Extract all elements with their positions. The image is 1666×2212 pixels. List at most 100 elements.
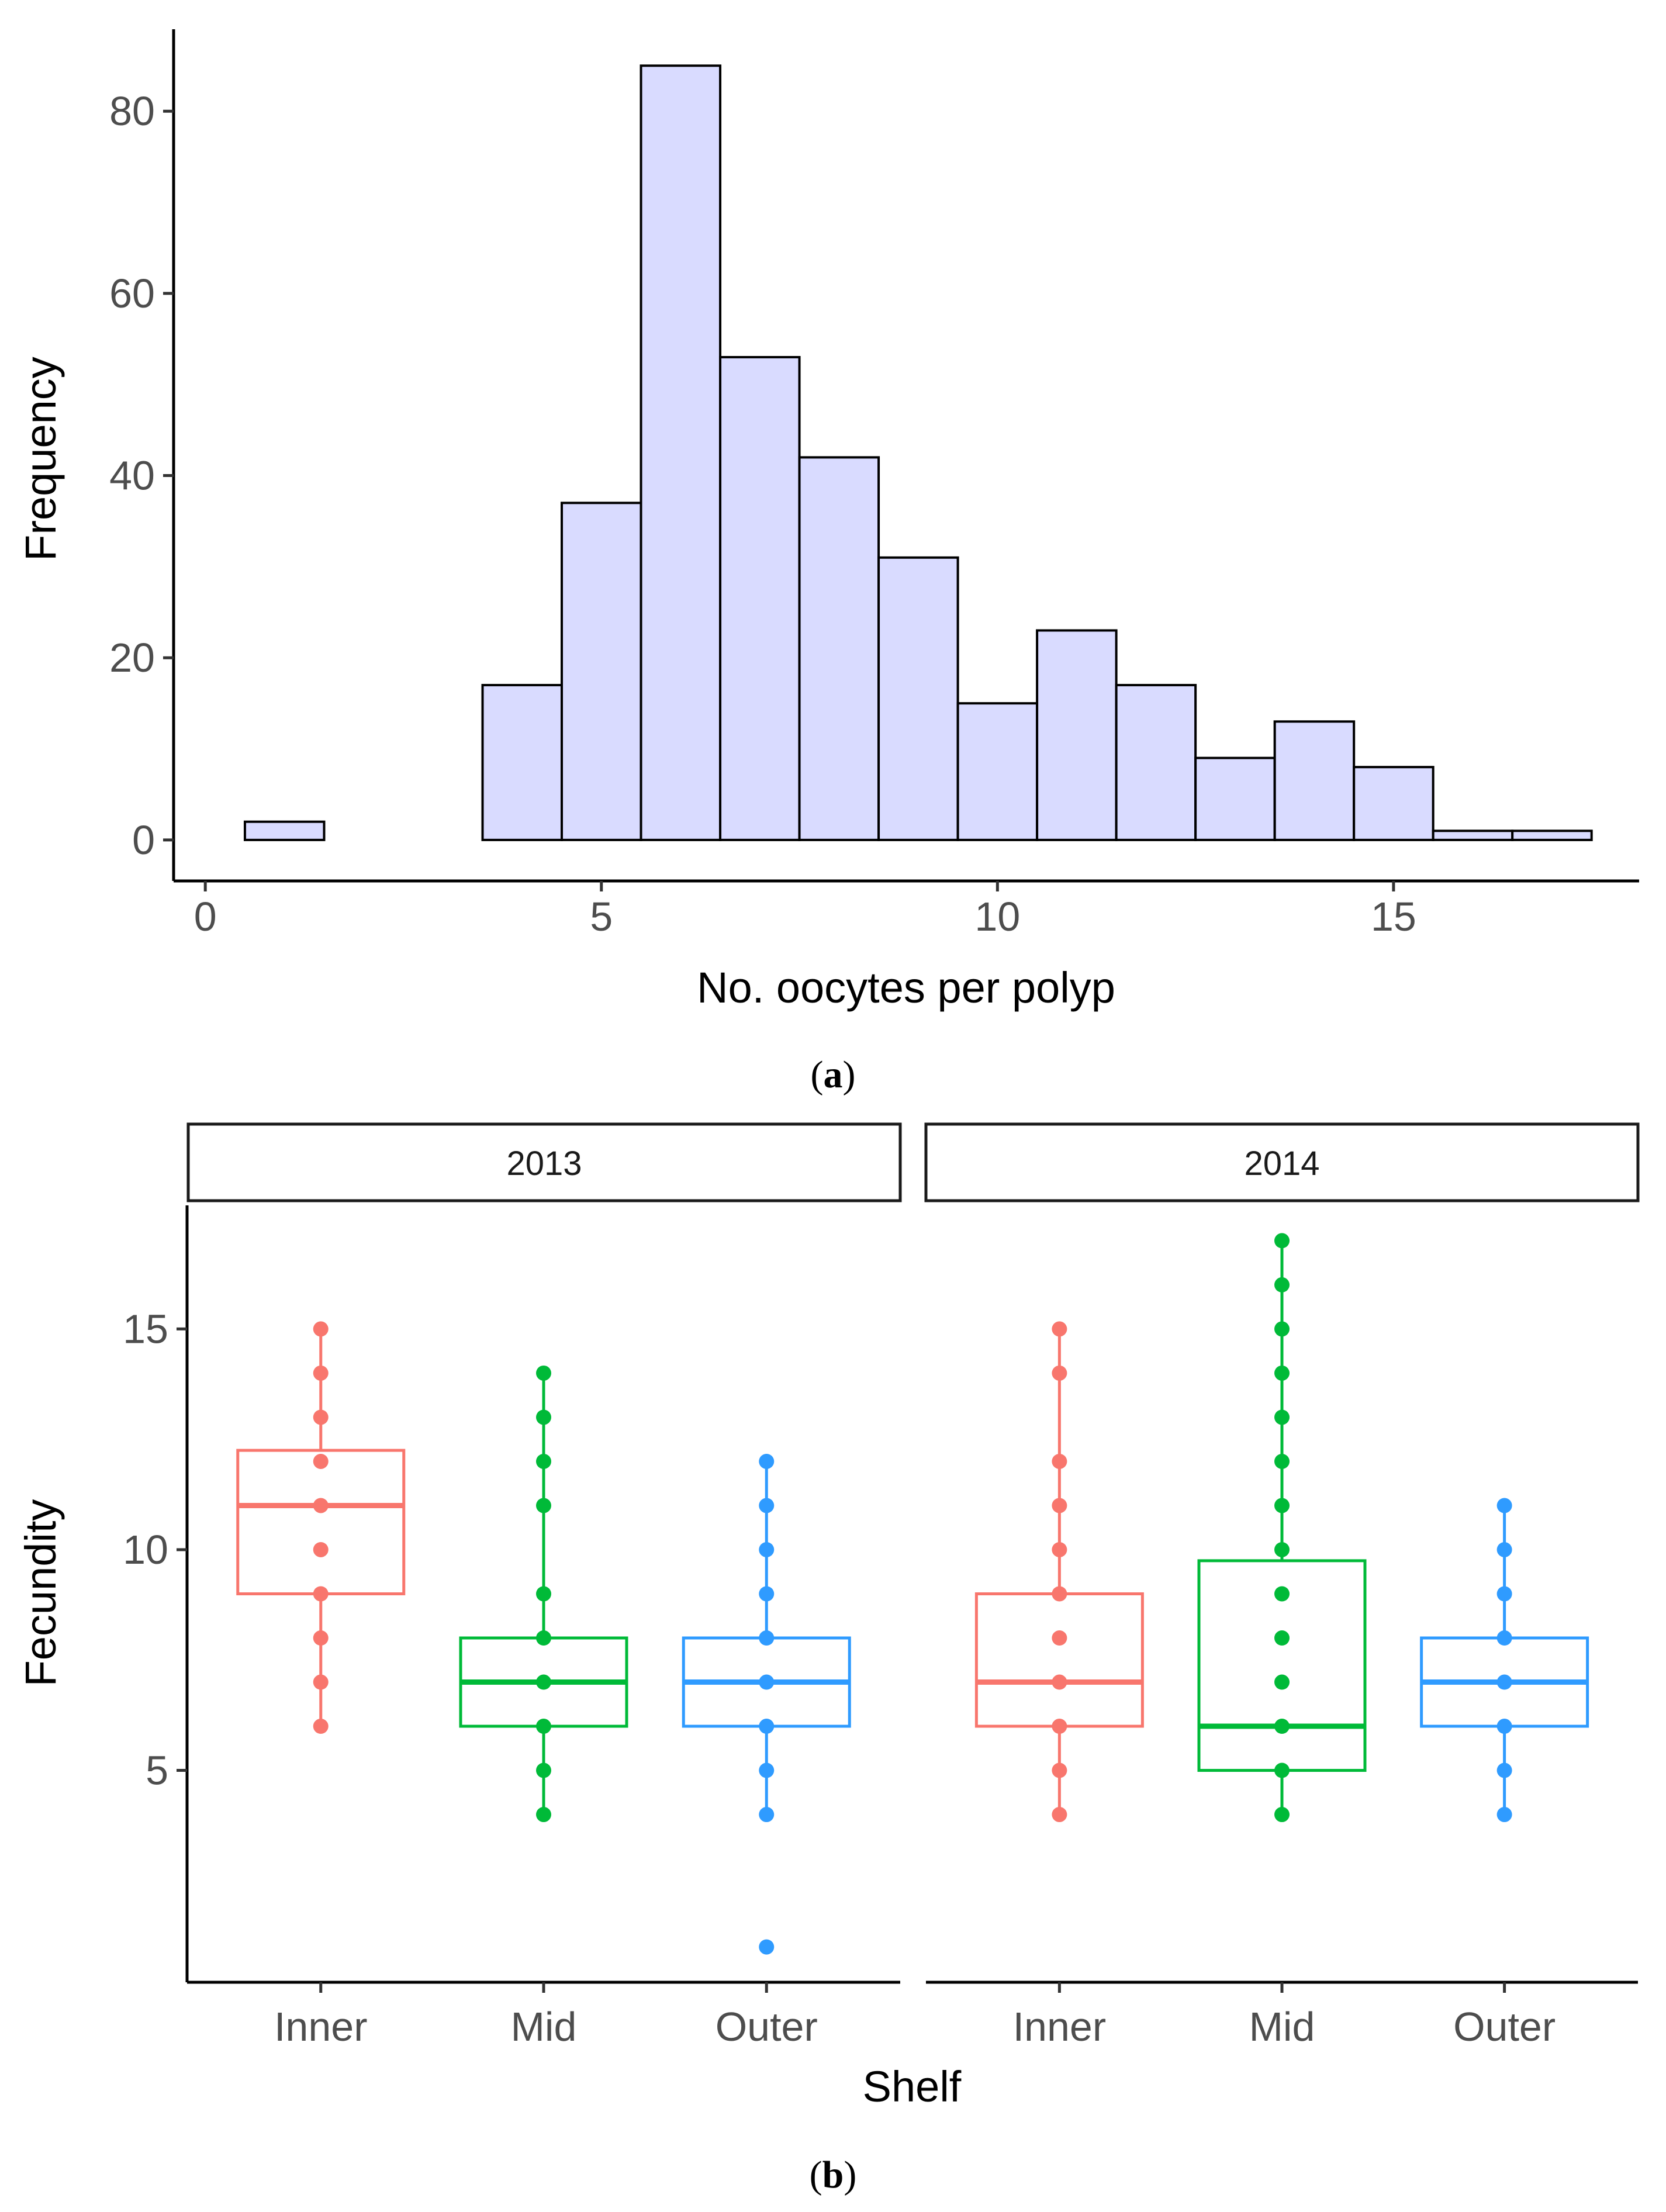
- histogram-bar: [1353, 766, 1435, 841]
- histogram-x-tick-label: 15: [1371, 894, 1416, 939]
- data-point: [313, 1719, 329, 1734]
- data-point: [1052, 1453, 1067, 1469]
- histogram-bar: [1432, 829, 1514, 841]
- facet-2014: 2014: [924, 1122, 1640, 1984]
- data-point: [536, 1719, 551, 1734]
- data-point: [313, 1542, 329, 1557]
- data-point: [1274, 1453, 1290, 1469]
- boxplot-y-ticks: 5 10 15: [123, 1306, 187, 1793]
- histogram-bar: [956, 702, 1039, 841]
- data-point: [759, 1586, 775, 1602]
- histogram-y-tick-label: 0: [132, 817, 155, 863]
- facet-strip-label-2013: 2013: [506, 1145, 582, 1183]
- histogram-bar: [1511, 829, 1593, 841]
- data-point: [1496, 1762, 1512, 1778]
- data-point: [1274, 1762, 1290, 1778]
- data-point: [759, 1542, 775, 1557]
- data-point: [1052, 1542, 1067, 1557]
- boxplot-x-tick-label: Inner: [1013, 2004, 1107, 2049]
- box-group: [1197, 1233, 1367, 1823]
- data-point: [1052, 1365, 1067, 1381]
- data-point: [536, 1762, 551, 1778]
- histogram-panel: 0 20 40 60 80 0 5 10 15 No. oocytes per polyp F…: [16, 29, 1639, 1096]
- data-point: [1052, 1321, 1067, 1337]
- data-point: [1274, 1719, 1290, 1734]
- boxplot-y-tick-label: 10: [123, 1527, 168, 1572]
- histogram-bar: [1273, 720, 1356, 841]
- data-point: [1052, 1586, 1067, 1602]
- data-point: [1496, 1586, 1512, 1602]
- data-point: [759, 1939, 775, 1955]
- histogram-y-tick-label: 40: [109, 453, 155, 499]
- data-point: [313, 1630, 329, 1646]
- boxplot-y-axis-title: Fecundity: [16, 1499, 65, 1687]
- data-point: [536, 1409, 551, 1425]
- data-point: [536, 1807, 551, 1823]
- data-point: [1496, 1630, 1512, 1646]
- data-point: [759, 1807, 775, 1823]
- data-point: [1496, 1498, 1512, 1513]
- data-point: [313, 1453, 329, 1469]
- histogram-x-tick-label: 10: [974, 894, 1020, 939]
- box-group: [682, 1453, 851, 1955]
- data-point: [1274, 1542, 1290, 1557]
- box-group: [236, 1321, 406, 1734]
- boxplot-y-tick-label: 5: [146, 1748, 168, 1793]
- box-group: [974, 1321, 1144, 1823]
- histogram-bar: [640, 64, 722, 841]
- data-point: [1496, 1807, 1512, 1823]
- data-point: [1274, 1409, 1290, 1425]
- panel-b-caption: (b): [810, 2154, 857, 2196]
- data-point: [536, 1365, 551, 1381]
- data-point: [1052, 1498, 1067, 1513]
- facet-strip-2013: [186, 1122, 902, 1202]
- box-group: [459, 1365, 628, 1823]
- histogram-bar: [1115, 683, 1197, 841]
- data-point: [313, 1498, 329, 1513]
- histogram-y-tick-label: 60: [109, 271, 155, 316]
- boxplot-x-tick-label: Outer: [716, 2004, 818, 2049]
- boxplot-y-tick-label: 15: [123, 1306, 168, 1352]
- data-point: [313, 1365, 329, 1381]
- data-point: [759, 1674, 775, 1690]
- boxplot-x-axis-title: Shelf: [863, 2062, 962, 2111]
- histogram-bar: [1036, 629, 1118, 841]
- facet-2013: 2013: [185, 1122, 902, 1984]
- data-point: [1496, 1542, 1512, 1557]
- boxplot-x-tick-label: Outer: [1453, 2004, 1556, 2049]
- box-iqr: [974, 1592, 1144, 1728]
- histogram-y-tick-label: 80: [109, 88, 155, 134]
- data-point: [313, 1586, 329, 1602]
- histogram-x-ticks: 0 5 10 15: [194, 881, 1416, 939]
- histogram-bar: [719, 355, 801, 841]
- data-point: [1052, 1807, 1067, 1823]
- facet-strip-2014: [924, 1122, 1640, 1202]
- data-point: [1274, 1365, 1290, 1381]
- data-point: [313, 1674, 329, 1690]
- data-point: [313, 1409, 329, 1425]
- boxplot-x-tick-label: Mid: [511, 2004, 577, 2049]
- histogram-bars: [243, 64, 1593, 841]
- facet-strip-label-2014: 2014: [1244, 1145, 1319, 1183]
- histogram-x-tick-label: 0: [194, 894, 217, 939]
- data-point: [1274, 1586, 1290, 1602]
- histogram-y-ticks: 0 20 40 60 80: [109, 88, 174, 863]
- histogram-bar: [798, 456, 880, 841]
- panel-a-caption: (a): [811, 1053, 856, 1096]
- data-point: [759, 1453, 775, 1469]
- histogram-bar: [243, 820, 326, 841]
- box-group: [1420, 1498, 1589, 1823]
- boxplot-x-tick-label: Mid: [1249, 2004, 1315, 2049]
- data-point: [536, 1674, 551, 1690]
- data-point: [1274, 1277, 1290, 1292]
- data-point: [759, 1498, 775, 1513]
- data-point: [759, 1719, 775, 1734]
- histogram-x-axis-title: No. oocytes per polyp: [697, 963, 1115, 1012]
- boxplot-x-tick-label: Inner: [274, 2004, 368, 2049]
- histogram-y-tick-label: 20: [109, 635, 155, 680]
- data-point: [1496, 1719, 1512, 1734]
- data-point: [1274, 1807, 1290, 1823]
- data-point: [1274, 1674, 1290, 1690]
- histogram-bar: [481, 683, 564, 841]
